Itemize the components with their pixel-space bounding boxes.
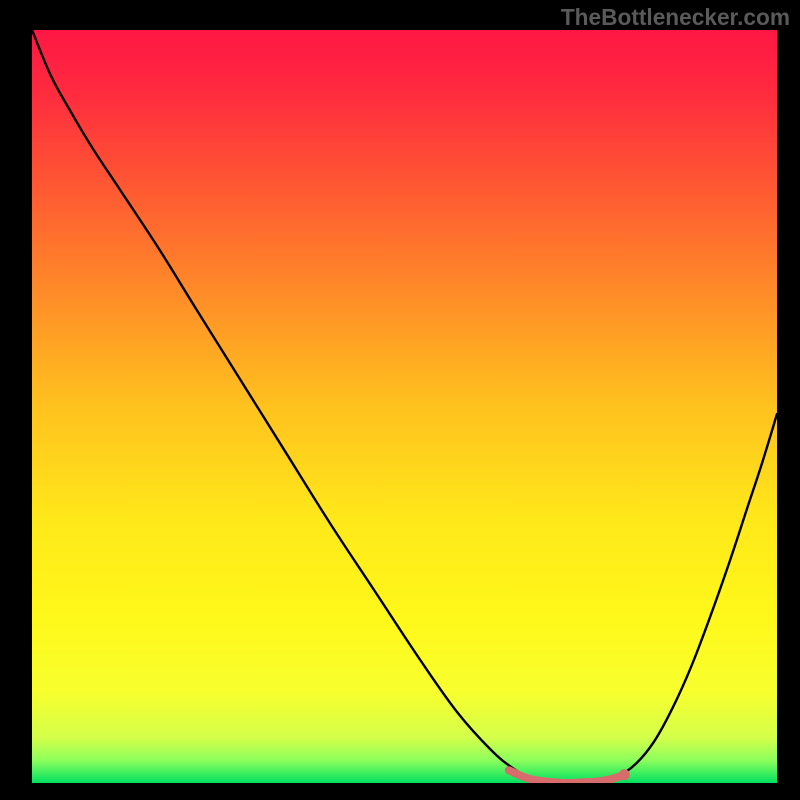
bottleneck-chart xyxy=(32,30,777,783)
optimal-end-marker xyxy=(619,769,630,780)
figure-container: TheBottlenecker.com xyxy=(0,0,800,800)
plot-area xyxy=(32,30,777,783)
watermark-text: TheBottlenecker.com xyxy=(561,4,790,31)
gradient-background xyxy=(32,30,777,783)
